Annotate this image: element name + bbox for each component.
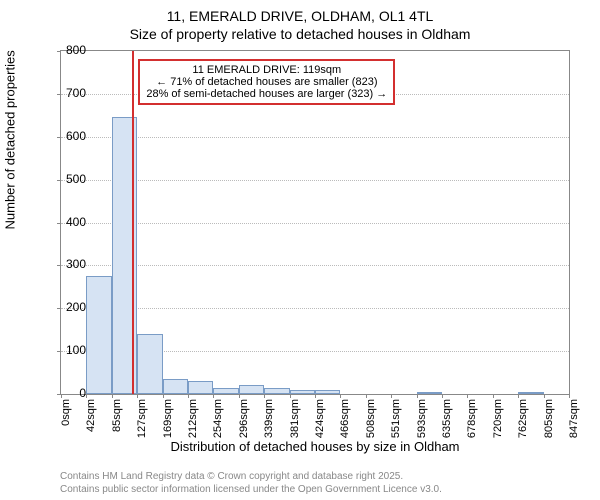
chart-plot-area: Distribution of detached houses by size … xyxy=(60,50,570,395)
x-tick-label: 296sqm xyxy=(238,399,250,454)
histogram-bar xyxy=(290,390,315,394)
histogram-bar xyxy=(518,392,543,394)
x-tick-label: 593sqm xyxy=(416,399,428,454)
x-tick-label: 551sqm xyxy=(390,399,402,454)
y-tick-label: 500 xyxy=(46,172,86,186)
y-tick-label: 0 xyxy=(46,386,86,400)
histogram-bar xyxy=(239,385,264,394)
fine-print: Contains HM Land Registry data © Crown c… xyxy=(60,471,442,496)
histogram-bar xyxy=(86,276,111,394)
y-tick-label: 600 xyxy=(46,129,86,143)
gridline xyxy=(61,180,569,181)
histogram-bar xyxy=(417,392,442,394)
property-marker-line xyxy=(132,51,134,394)
x-tick xyxy=(137,394,138,398)
x-tick-label: 339sqm xyxy=(263,399,275,454)
x-tick-label: 0sqm xyxy=(60,399,72,454)
y-tick-label: 300 xyxy=(46,257,86,271)
x-tick xyxy=(544,394,545,398)
x-tick xyxy=(264,394,265,398)
histogram-bar xyxy=(213,388,238,394)
x-tick xyxy=(493,394,494,398)
x-tick-label: 678sqm xyxy=(466,399,478,454)
x-tick xyxy=(366,394,367,398)
x-tick-label: 381sqm xyxy=(289,399,301,454)
x-tick-label: 508sqm xyxy=(365,399,377,454)
annotation-line: ← 71% of detached houses are smaller (82… xyxy=(146,76,387,88)
x-tick xyxy=(442,394,443,398)
x-tick-label: 85sqm xyxy=(111,399,123,454)
x-tick xyxy=(569,394,570,398)
gridline xyxy=(61,265,569,266)
x-tick-label: 635sqm xyxy=(441,399,453,454)
fine-print-line-1: Contains HM Land Registry data © Crown c… xyxy=(60,471,442,484)
gridline xyxy=(61,137,569,138)
x-tick xyxy=(86,394,87,398)
y-tick-label: 200 xyxy=(46,300,86,314)
title-line-1: 11, EMERALD DRIVE, OLDHAM, OL1 4TL xyxy=(0,8,600,24)
x-tick xyxy=(112,394,113,398)
x-tick xyxy=(188,394,189,398)
x-tick-label: 424sqm xyxy=(314,399,326,454)
fine-print-line-2: Contains public sector information licen… xyxy=(60,484,442,497)
y-axis-title: Number of detached properties xyxy=(3,50,18,229)
y-tick-label: 100 xyxy=(46,343,86,357)
histogram-bar xyxy=(163,379,188,394)
y-tick-label: 700 xyxy=(46,86,86,100)
x-tick xyxy=(340,394,341,398)
x-tick xyxy=(315,394,316,398)
x-tick-label: 42sqm xyxy=(85,399,97,454)
title-line-2: Size of property relative to detached ho… xyxy=(0,26,600,42)
x-tick xyxy=(290,394,291,398)
x-tick xyxy=(518,394,519,398)
x-tick-label: 847sqm xyxy=(568,399,580,454)
chart-container: 11, EMERALD DRIVE, OLDHAM, OL1 4TL Size … xyxy=(0,0,600,500)
y-tick-label: 800 xyxy=(46,43,86,57)
gridline xyxy=(61,223,569,224)
title-block: 11, EMERALD DRIVE, OLDHAM, OL1 4TL Size … xyxy=(0,0,600,42)
x-tick xyxy=(391,394,392,398)
x-tick-label: 254sqm xyxy=(212,399,224,454)
histogram-bar xyxy=(264,388,289,394)
annotation-line: 28% of semi-detached houses are larger (… xyxy=(146,88,387,100)
x-tick-label: 805sqm xyxy=(543,399,555,454)
annotation-line: 11 EMERALD DRIVE: 119sqm xyxy=(146,64,387,76)
x-tick-label: 762sqm xyxy=(517,399,529,454)
annotation-box: 11 EMERALD DRIVE: 119sqm← 71% of detache… xyxy=(138,59,395,105)
histogram-bar xyxy=(188,381,213,394)
y-tick-label: 400 xyxy=(46,215,86,229)
x-tick xyxy=(239,394,240,398)
x-tick xyxy=(417,394,418,398)
x-tick-label: 720sqm xyxy=(492,399,504,454)
histogram-bar xyxy=(137,334,162,394)
x-tick-label: 127sqm xyxy=(136,399,148,454)
x-tick-label: 212sqm xyxy=(187,399,199,454)
x-tick xyxy=(163,394,164,398)
x-tick xyxy=(467,394,468,398)
gridline xyxy=(61,308,569,309)
histogram-bar xyxy=(315,390,340,394)
x-tick-label: 169sqm xyxy=(162,399,174,454)
x-tick xyxy=(213,394,214,398)
x-tick-label: 466sqm xyxy=(339,399,351,454)
